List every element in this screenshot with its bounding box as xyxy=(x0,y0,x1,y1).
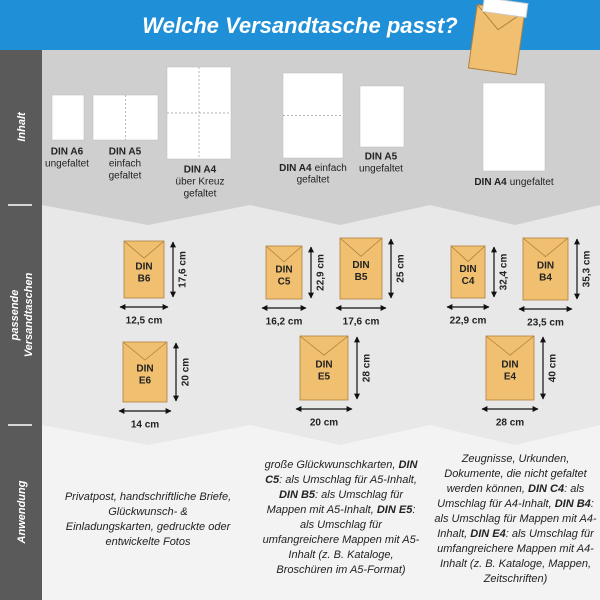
paper-note: ungefaltet xyxy=(45,159,89,170)
application-highlight: DIN E5 xyxy=(376,504,413,516)
envelope xyxy=(122,341,168,403)
envelope-label: DIN xyxy=(136,364,153,375)
application-text: große Glückwunschkarten, DIN C5: als Ums… xyxy=(262,458,420,578)
paper-name: DIN A6 xyxy=(51,147,84,158)
envelope-flap xyxy=(122,341,168,361)
envelope-label: DIN xyxy=(315,359,332,370)
envelope xyxy=(485,335,535,401)
envelope xyxy=(522,237,569,301)
application-highlight: DIN B4 xyxy=(554,498,591,510)
application-part: : als Umschlag für A5-Inhalt, xyxy=(279,474,417,486)
application-band xyxy=(42,425,600,600)
paper xyxy=(482,82,546,172)
application-part: große Glückwunschkarten, xyxy=(264,459,399,471)
header-icon xyxy=(467,0,529,76)
paper-label: DIN A4 einfach xyxy=(279,163,347,174)
height-label: 28 cm xyxy=(362,354,373,382)
paper-note: ungefaltet xyxy=(510,177,554,188)
envelope-label: C5 xyxy=(278,276,291,287)
envelope-label: DIN xyxy=(537,261,554,272)
envelope-flap xyxy=(339,237,383,257)
height-label: 35,3 cm xyxy=(582,251,593,288)
width-label: 28 cm xyxy=(496,418,524,429)
paper xyxy=(359,85,405,148)
row-label: passende xyxy=(9,290,21,342)
envelope-flap xyxy=(299,335,349,356)
width-label: 17,6 cm xyxy=(343,317,380,328)
paper-label: DIN A4 ungefaltet xyxy=(474,177,554,188)
width-label: 22,9 cm xyxy=(450,316,487,327)
paper-note: über Kreuz xyxy=(176,177,225,188)
height-label: 17,6 cm xyxy=(178,251,189,288)
header-title: Welche Versandtasche passt? xyxy=(142,13,457,38)
envelope-flap xyxy=(123,240,165,259)
width-label: 16,2 cm xyxy=(266,317,303,328)
envelope-flap xyxy=(485,335,535,356)
height-label: 22,9 cm xyxy=(316,254,327,291)
side-column xyxy=(0,50,42,600)
application-highlight: DIN C4 xyxy=(528,483,565,495)
application-highlight: DIN C5 xyxy=(265,459,418,486)
row-label: Inhalt xyxy=(16,111,28,142)
paper-note: gefaltet xyxy=(297,175,330,186)
paper-note: einfach xyxy=(109,159,141,170)
application-part: : als Umschlag für A4-Inhalt, xyxy=(437,483,585,510)
paper xyxy=(92,94,159,141)
envelope-label: B6 xyxy=(138,273,151,284)
width-label: 12,5 cm xyxy=(126,316,163,327)
envelope-label: C4 xyxy=(462,276,475,287)
paper-note: gefaltet xyxy=(109,171,142,182)
envelope xyxy=(450,245,486,299)
envelope-label: E4 xyxy=(504,371,517,382)
application-part: Privatpost, handschriftliche Briefe, Glü… xyxy=(64,491,232,548)
paper xyxy=(51,94,85,141)
height-label: 25 cm xyxy=(396,254,407,282)
paper-name: DIN A5 xyxy=(365,152,398,163)
application-text: Privatpost, handschriftliche Briefe, Glü… xyxy=(63,490,233,550)
envelope-label: B5 xyxy=(355,272,368,283)
paper-name: DIN A5 xyxy=(109,147,142,158)
application-text: Zeugnisse, Urkunden, Dokumente, die nich… xyxy=(433,452,598,587)
height-label: 20 cm xyxy=(181,358,192,386)
envelope-label: E6 xyxy=(139,376,152,387)
application-highlight: DIN B5 xyxy=(278,489,316,501)
application-part: : als Umschlag für Mappen mit A5-Inhalt, xyxy=(266,489,404,516)
envelope-label: DIN xyxy=(501,359,518,370)
envelope-label: B4 xyxy=(539,273,552,284)
application-part: : als Umschlag für umfangreichere Mappen… xyxy=(262,504,420,576)
envelope-label: DIN xyxy=(352,260,369,271)
envelope xyxy=(123,240,165,299)
paper-name: DIN A4 xyxy=(474,177,507,188)
paper-name: DIN A4 xyxy=(184,165,217,176)
envelope-label: DIN xyxy=(459,264,476,275)
height-label: 40 cm xyxy=(548,354,559,382)
paper-note: gefaltet xyxy=(184,189,217,200)
envelope-label: E5 xyxy=(318,371,331,382)
envelope xyxy=(339,237,383,300)
height-label: 32,4 cm xyxy=(499,254,510,291)
envelope xyxy=(299,335,349,401)
envelope-label: DIN xyxy=(135,261,152,272)
width-label: 20 cm xyxy=(310,418,338,429)
paper-note: einfach xyxy=(315,163,347,174)
paper-note: ungefaltet xyxy=(359,164,403,175)
application-part: : als Umschlag für Mappen mit A4-Inhalt, xyxy=(434,498,597,540)
width-label: 14 cm xyxy=(131,420,159,431)
application-part: Zeugnisse, Urkunden, Dokumente, die nich… xyxy=(444,453,587,495)
envelope-flap xyxy=(522,237,569,258)
row-label: Anwendung xyxy=(16,480,28,544)
envelope-flap xyxy=(265,245,303,263)
application-highlight: DIN E4 xyxy=(470,528,506,540)
envelope xyxy=(265,245,303,300)
envelope-label: DIN xyxy=(275,264,292,275)
application-part: : als Umschlag für umfangreichere Mappen… xyxy=(437,528,594,585)
envelope-flap xyxy=(450,245,486,263)
width-label: 23,5 cm xyxy=(527,318,564,329)
paper-name: DIN A4 xyxy=(279,163,312,174)
row-label: Versandtaschen xyxy=(23,272,35,357)
